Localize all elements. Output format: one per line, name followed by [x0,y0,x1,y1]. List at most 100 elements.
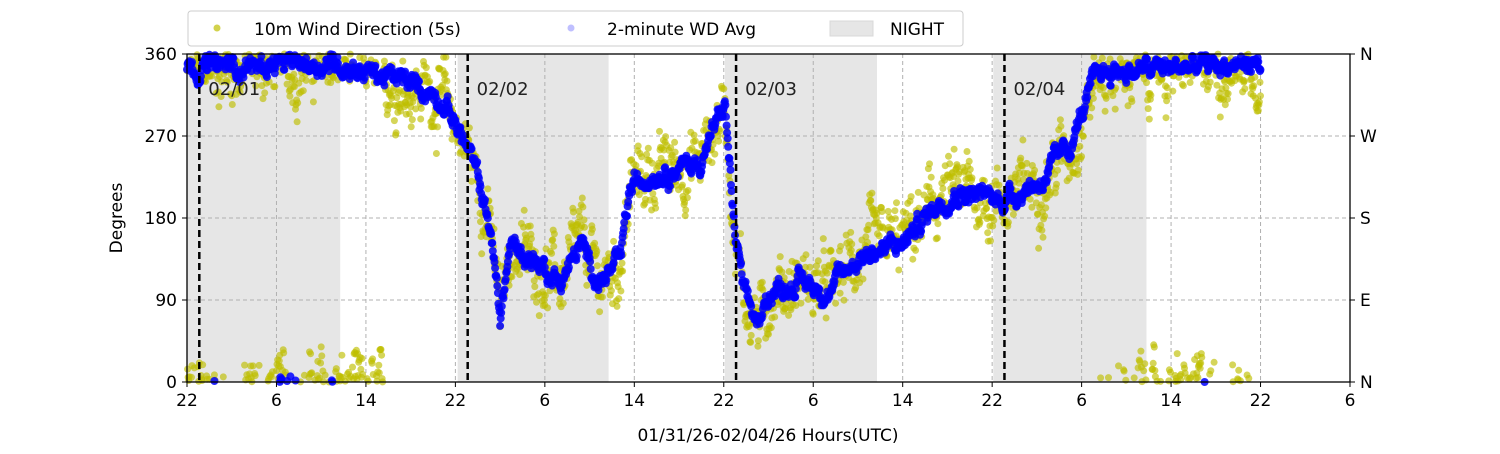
wind-5s-point [1207,367,1215,375]
avg-point [401,67,410,76]
avg-point [476,182,485,191]
wind-5s-point [1079,132,1087,140]
wind-5s-point [1257,92,1264,100]
wind-5s-point [1109,92,1117,100]
wind-5s-point [715,137,723,145]
wind-5s-point [615,295,623,303]
wind-5s-point [275,357,283,365]
wind-5s-point [448,135,456,143]
wind-5s-point [380,57,388,65]
wind-5s-point [785,311,793,319]
wind-5s-point [559,299,567,307]
avg-point [490,257,499,266]
avg-point [491,264,500,273]
wind-5s-point [891,207,899,215]
wind-5s-point [477,218,484,226]
wind-5s-point [758,278,766,286]
wind-5s-point [933,234,941,242]
wind-5s-point [286,92,294,100]
wind-5s-point [832,299,840,307]
wind-5s-point [619,267,627,275]
wind-5s-point [865,221,873,229]
y-tick-label: 270 [145,127,177,147]
avg-point [467,144,476,153]
wind-5s-point [217,93,225,100]
avg-point [188,58,196,67]
wind-5s-point [1120,367,1128,375]
wind-5s-point [1106,55,1114,63]
wind-5s-point [678,181,686,189]
wind-5s-point [1088,104,1096,112]
wind-5s-point [1206,78,1214,86]
wind-5s-point [1099,84,1107,92]
wind-5s-point [1222,84,1230,92]
wind-5s-point [1147,91,1155,99]
wind-5s-point [934,220,942,228]
wind-5s-point [531,283,539,291]
wind-5s-point [767,324,775,332]
wind-5s-point [907,193,915,201]
wind-5s-point [318,352,326,360]
avg-point [500,285,509,294]
wind-5s-point [662,133,670,141]
avg-point [473,158,482,166]
wind-5s-point [1255,98,1263,106]
y-right-label: N [1360,45,1373,65]
avg-point [503,257,512,266]
wind-5s-point [814,257,822,265]
data-points [183,50,1265,386]
wind-5s-point [593,262,601,270]
wind-5s-point [720,85,728,93]
wind-5s-point [1042,204,1050,212]
wind-5s-point [683,194,691,202]
wind-5s-point [1198,353,1206,361]
wind-5s-point [1145,115,1153,123]
wind-5s-point [839,278,847,286]
wind-5s-point [468,177,476,185]
wind-5s-point [1210,358,1218,366]
wind-5s-point [375,369,383,377]
legend-marker-avg [567,24,575,32]
wind-5s-point [945,152,952,160]
avg-point [724,142,733,151]
wind-5s-point [804,295,812,303]
avg-point [586,265,595,273]
wind-5s-point [426,78,434,85]
wind-5s-point [1101,107,1109,115]
wind-5s-point [1054,166,1062,174]
wind-5s-point [667,144,675,152]
wind-5s-point [548,249,556,257]
wind-5s-point [966,165,974,173]
wind-5s-point [1173,350,1181,358]
wind-5s-point [984,229,992,237]
wind-5s-point [1017,154,1025,162]
y-axis-label: Degrees [107,182,127,253]
avg-point [617,251,626,260]
wind-5s-point [359,370,367,378]
legend-marker-night [829,20,874,37]
avg-point [758,311,767,320]
avg-point [624,198,633,206]
wind-5s-point [434,123,441,131]
wind-5s-point [1186,79,1194,86]
avg-point [1067,152,1075,161]
avg-point [666,182,675,191]
wind-5s-point [369,355,377,363]
wind-5s-point [864,238,871,246]
wind-5s-point [691,137,699,145]
wind-5s-point [596,308,604,316]
day-marker-label: 02/02 [477,79,529,100]
legend-label-avg: 2-minute WD Avg [607,20,756,40]
avg-point [722,112,730,121]
avg-point [1247,67,1255,76]
wind-5s-point [1105,374,1112,382]
avg-point [239,73,248,82]
avg-point [917,227,926,236]
wind-5s-point [939,185,947,192]
avg-point [210,377,219,385]
wind-5s-point [1111,105,1119,113]
wind-5s-point [583,281,591,289]
wind-5s-point [1035,244,1043,252]
wind-5s-point [1130,374,1138,382]
wind-5s-point [228,101,236,108]
